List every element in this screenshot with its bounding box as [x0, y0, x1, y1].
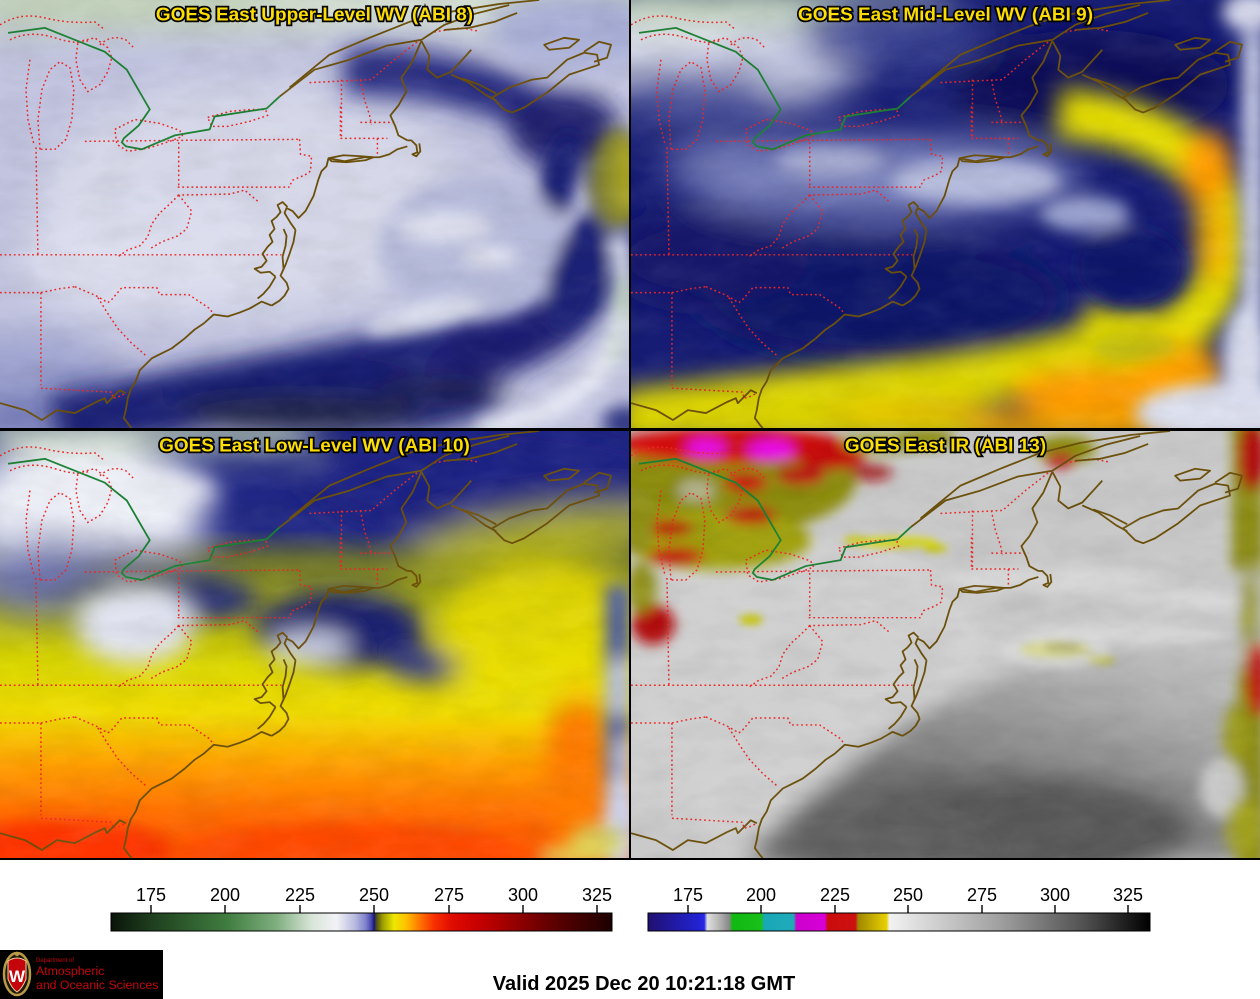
svg-text:325: 325: [582, 885, 612, 905]
svg-text:200: 200: [746, 885, 776, 905]
svg-text:325: 325: [1113, 885, 1143, 905]
svg-text:Atmospheric: Atmospheric: [36, 964, 104, 978]
svg-text:275: 275: [434, 885, 464, 905]
svg-text:175: 175: [136, 885, 166, 905]
svg-text:and Oceanic Sciences: and Oceanic Sciences: [36, 978, 158, 992]
svg-text:225: 225: [285, 885, 315, 905]
svg-text:250: 250: [359, 885, 389, 905]
svg-text:250: 250: [893, 885, 923, 905]
svg-text:175: 175: [673, 885, 703, 905]
svg-text:W: W: [9, 967, 26, 986]
svg-text:Department of: Department of: [36, 958, 74, 964]
svg-text:225: 225: [820, 885, 850, 905]
svg-text:300: 300: [1040, 885, 1070, 905]
svg-text:Valid 2025 Dec 20 10:21:18 GMT: Valid 2025 Dec 20 10:21:18 GMT: [493, 973, 795, 995]
svg-text:200: 200: [210, 885, 240, 905]
svg-text:300: 300: [508, 885, 538, 905]
svg-text:275: 275: [967, 885, 997, 905]
